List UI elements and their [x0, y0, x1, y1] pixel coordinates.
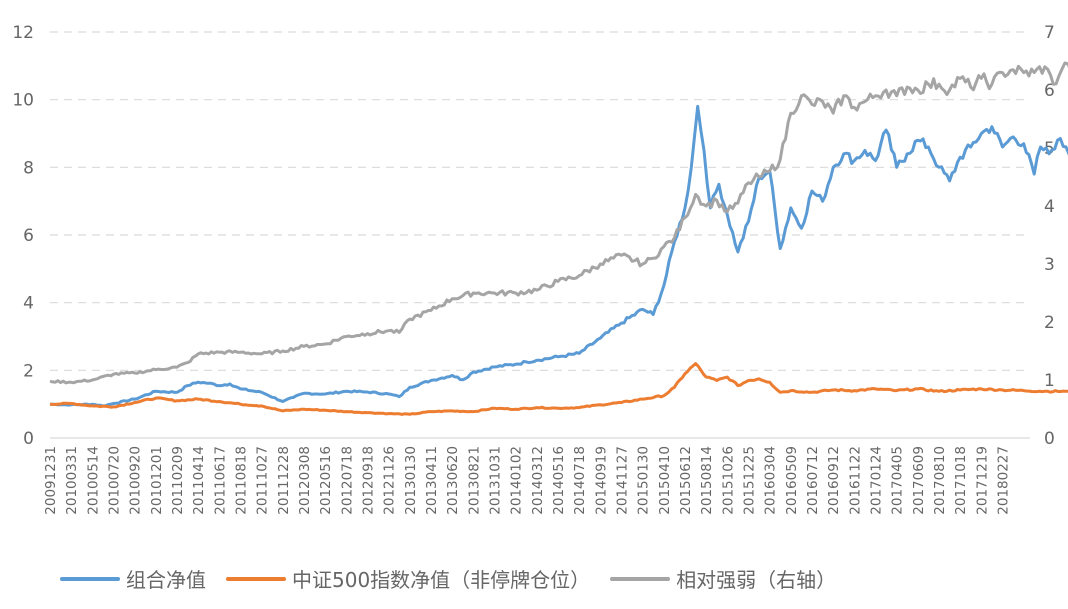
x-tick-label: 20110209 [170, 446, 186, 515]
legend-swatch-csi500 [226, 576, 286, 581]
legend-label-csi500: 中证500指数净值（非停牌仓位） [292, 568, 591, 592]
x-tick-label: 20130130 [403, 446, 419, 515]
x-tick-label: 20120516 [318, 446, 334, 515]
x-tick-label: 20160912 [826, 446, 842, 515]
x-tick-label: 20150410 [657, 446, 673, 515]
x-tick-label: 20091231 [43, 446, 59, 515]
x-tick-label: 20170124 [868, 446, 884, 515]
legend-label-portfolio: 组合净值 [126, 568, 206, 592]
x-tick-label: 20140718 [572, 446, 588, 515]
x-tick-label: 20150814 [699, 446, 715, 515]
x-tick-label: 20151026 [720, 446, 736, 515]
x-tick-label: 20160712 [805, 446, 821, 515]
y-left-tick-label: 8 [23, 158, 34, 178]
x-tick-label: 20140919 [593, 446, 609, 515]
x-tick-label: 20180227 [995, 446, 1011, 515]
series-line-csi500 [49, 362, 1068, 416]
x-tick-label: 20110617 [212, 446, 228, 515]
x-tick-label: 20100720 [106, 446, 122, 515]
series-line-relative-strength [49, 61, 1068, 385]
y-right-tick-label: 2 [1044, 313, 1055, 333]
x-tick-label: 20150612 [678, 446, 694, 515]
x-tick-label: 20110818 [233, 446, 249, 515]
series-line-portfolio [49, 104, 1068, 408]
x-tick-label: 20101201 [149, 446, 165, 515]
x-tick-label: 20151225 [741, 446, 757, 515]
y-right-tick-label: 1 [1044, 371, 1055, 391]
x-tick-label: 20120918 [360, 446, 376, 515]
legend-item-relative-strength: 相对强弱（右轴） [610, 564, 836, 593]
legend-label-relative-strength: 相对强弱（右轴） [676, 568, 837, 592]
x-tick-label: 20120308 [297, 446, 313, 515]
x-tick-label: 20130411 [424, 446, 440, 515]
y-right-tick-label: 7 [1044, 23, 1055, 43]
x-tick-label: 20120718 [339, 446, 355, 515]
y-right-tick-label: 6 [1044, 81, 1055, 101]
x-tick-label: 20121126 [382, 446, 398, 515]
y-left-tick-label: 10 [12, 91, 34, 111]
x-tick-label: 20130821 [466, 446, 482, 515]
x-tick-label: 20110414 [191, 446, 207, 515]
x-tick-label: 20150130 [636, 446, 652, 515]
x-tick-label: 20170609 [911, 446, 927, 515]
y-right-tick-label: 4 [1044, 197, 1055, 217]
x-tick-label: 20140102 [509, 446, 525, 515]
legend-swatch-portfolio [60, 576, 120, 581]
y-left-tick-label: 6 [23, 226, 34, 246]
x-tick-label: 20160509 [784, 446, 800, 515]
x-tick-label: 20170405 [890, 446, 906, 515]
x-tick-label: 20161122 [847, 446, 863, 515]
x-tick-label: 20171018 [953, 446, 969, 515]
legend-item-csi500: 中证500指数净值（非停牌仓位） [226, 564, 590, 593]
x-tick-label: 20130620 [445, 446, 461, 515]
x-tick-label: 20140516 [551, 446, 567, 515]
y-right-tick-label: 0 [1044, 429, 1055, 449]
x-tick-label: 20111228 [276, 446, 292, 515]
x-tick-label: 20131031 [487, 446, 503, 515]
legend-swatch-relative-strength [610, 576, 671, 581]
y-left-tick-label: 12 [12, 23, 34, 43]
x-tick-label: 20160304 [763, 446, 779, 515]
legend-item-portfolio: 组合净值 [60, 564, 206, 593]
x-tick-label: 20100514 [85, 446, 101, 515]
x-tick-label: 20100920 [128, 446, 144, 515]
x-tick-label: 20170810 [932, 446, 948, 515]
y-right-tick-label: 5 [1044, 139, 1055, 159]
x-tick-label: 20140312 [530, 446, 546, 515]
x-tick-label: 20100331 [64, 446, 80, 515]
x-tick-label: 20111027 [255, 446, 271, 515]
x-tick-label: 20171219 [974, 446, 990, 515]
y-left-tick-label: 4 [23, 294, 34, 314]
y-left-tick-label: 0 [23, 429, 34, 449]
chart-legend: 组合净值 中证500指数净值（非停牌仓位） 相对强弱（右轴） [60, 564, 856, 593]
y-right-tick-label: 3 [1044, 255, 1055, 275]
x-tick-label: 20141127 [614, 446, 630, 515]
y-left-tick-label: 2 [23, 361, 34, 381]
